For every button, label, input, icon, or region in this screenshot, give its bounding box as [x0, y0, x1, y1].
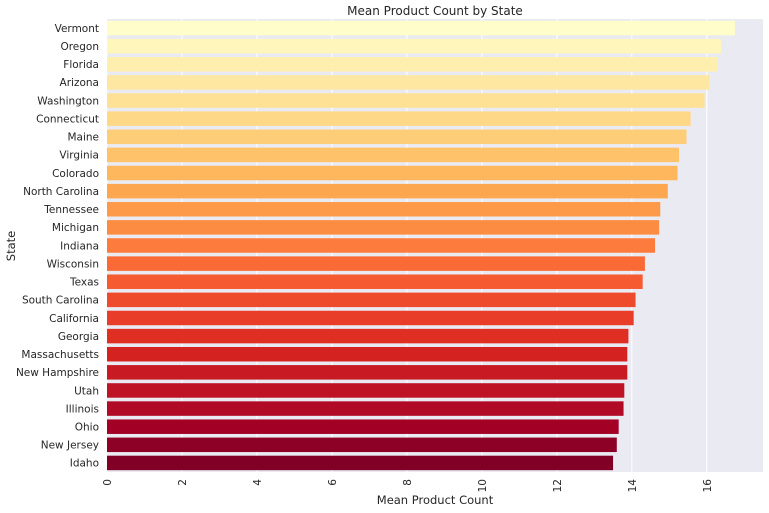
bar-washington	[107, 93, 705, 108]
bar-colorado	[107, 165, 678, 181]
bar-ohio	[107, 419, 619, 434]
y-tick-label: Colorado	[52, 168, 99, 180]
x-tick-label: 8	[402, 479, 414, 486]
y-tick-label: Maine	[67, 132, 99, 144]
bar-north-carolina	[107, 183, 668, 199]
y-tick-label: Utah	[74, 385, 99, 397]
y-axis-label: State	[4, 231, 18, 261]
y-tick-label: California	[49, 313, 99, 325]
x-tick-label: 16	[702, 479, 714, 493]
y-tick-label: Connecticut	[36, 113, 99, 125]
y-tick-label: Tennessee	[43, 204, 99, 216]
x-axis-label: Mean Product Count	[377, 493, 494, 507]
x-tick-labels: 0 2 4 6 8 10 12 14 16	[102, 479, 714, 493]
y-tick-label: Washington	[37, 95, 99, 107]
bar-texas	[107, 274, 643, 289]
bar-illinois	[107, 401, 624, 416]
bar-georgia	[107, 328, 629, 344]
y-tick-label: New Jersey	[41, 440, 99, 452]
bar-california	[107, 310, 634, 326]
y-tick-label: Idaho	[70, 458, 99, 470]
y-tick-label: Oregon	[60, 41, 99, 53]
bar-florida	[107, 57, 719, 72]
x-tick-label: 4	[252, 479, 264, 486]
y-tick-label: North Carolina	[23, 186, 99, 198]
y-tick-label: Wisconsin	[47, 258, 99, 270]
bar-indiana	[107, 238, 656, 253]
y-tick-label: New Hampshire	[16, 367, 99, 379]
bar-south-carolina	[107, 292, 636, 308]
bar-virginia	[107, 147, 680, 163]
y-tick-label: Illinois	[66, 403, 99, 415]
y-tick-label: Florida	[63, 59, 99, 71]
bar-tennessee	[107, 202, 661, 217]
y-tick-label: Massachusetts	[21, 349, 99, 361]
x-tick-label: 12	[552, 479, 564, 492]
bar-utah	[107, 383, 625, 398]
y-tick-label: Vermont	[55, 23, 99, 35]
x-tick-label: 6	[327, 479, 339, 486]
y-tick-label: Indiana	[60, 240, 99, 252]
bar-new-hampshire	[107, 365, 628, 380]
y-tick-label: Virginia	[59, 150, 99, 162]
y-tick-label: Michigan	[52, 222, 99, 234]
bar-arizona	[107, 75, 710, 90]
x-tick-label: 10	[477, 479, 489, 492]
x-tick-label: 2	[177, 479, 189, 486]
y-tick-label: Arizona	[60, 77, 99, 89]
bar-oregon	[107, 38, 722, 54]
bar-maine	[107, 129, 687, 145]
chart-title: Mean Product Count by State	[347, 4, 523, 18]
y-tick-label: Texas	[69, 277, 99, 289]
bar-connecticut	[107, 111, 691, 126]
bar-new-jersey	[107, 437, 617, 453]
y-tick-label: Georgia	[58, 331, 99, 343]
bar-wisconsin	[107, 256, 645, 271]
bar-vermont	[107, 20, 735, 36]
x-tick-label: 14	[627, 479, 639, 493]
bar-michigan	[107, 220, 660, 235]
y-tick-labels: Vermont Oregon Florida Arizona Washington Con…	[16, 23, 99, 470]
x-tick-label: 0	[102, 479, 114, 486]
bars-group	[107, 20, 735, 471]
bar-massachusetts	[107, 346, 628, 362]
bar-idaho	[107, 455, 614, 471]
y-tick-label: Ohio	[75, 422, 99, 434]
y-tick-label: South Carolina	[22, 295, 99, 307]
